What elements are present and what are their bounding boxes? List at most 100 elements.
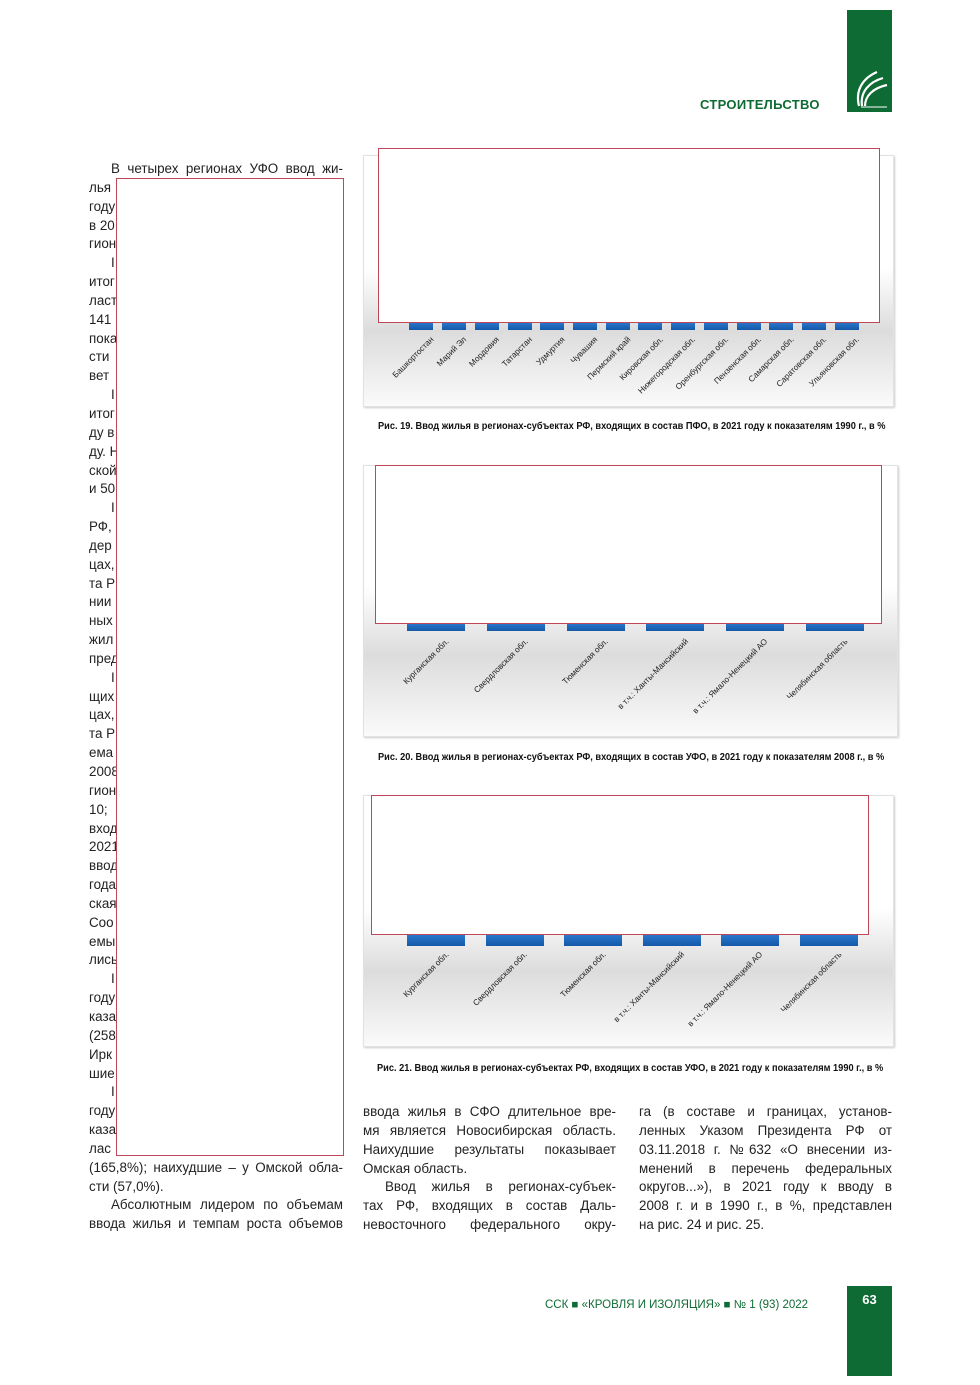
text-line: ская	[89, 895, 117, 911]
chart-bar	[485, 934, 544, 946]
text-line: ввода жилья в СФО длительное вре-	[363, 1104, 616, 1119]
chart-bar	[801, 322, 826, 330]
text-line: пока	[89, 330, 118, 346]
chart-bar	[769, 322, 794, 330]
text-line: цах,	[89, 556, 115, 572]
text-line: та Р	[89, 575, 116, 591]
figure-20-caption: Рис. 20. Ввод жилья в регионах-субъектах…	[378, 751, 885, 763]
text-line: га (в составе и границах, установ-	[639, 1104, 892, 1119]
text-line: мя является Новосибирская область.	[363, 1122, 616, 1138]
figure-19-caption: Рис. 19. Ввод жилья в регионах-субъектах…	[378, 420, 886, 432]
text-line: ду в	[89, 424, 115, 440]
chart-bar	[638, 322, 663, 330]
text-line: итог	[89, 405, 115, 421]
text-line: в 20	[89, 217, 115, 233]
x-tick-label: Курганская обл.	[401, 950, 451, 999]
chart-bar	[605, 322, 630, 330]
text-line: шие	[89, 1065, 115, 1081]
figure-21-bars: Курганская обл. Свердловская обл. Тюменска…	[363, 795, 892, 1045]
chart-bar	[799, 934, 858, 946]
text-line: вход	[89, 820, 118, 836]
text-line: 2008 г. и в 1990 г., в %, представлен	[639, 1198, 892, 1214]
chart-bar	[564, 934, 623, 946]
text-line: итог	[89, 274, 115, 290]
text-line: РФ,	[89, 519, 112, 535]
x-tick-label: в т.ч.: Ямало-Ненецкий АО	[686, 950, 765, 1029]
text-line: Ввод жилья в регионах-субъек-	[385, 1179, 616, 1195]
text-line: невосточного федерального окру-	[363, 1217, 616, 1233]
text-line: Ирк	[89, 1046, 112, 1062]
x-tick-label: Курганская обл.	[401, 637, 451, 686]
chart-bar	[834, 322, 859, 330]
text-line: пред	[89, 650, 119, 666]
chart-bar	[703, 322, 728, 330]
text-line: (258	[89, 1027, 116, 1043]
text-line: I	[111, 669, 115, 685]
text-line: Абсолютным лидером по объемам	[111, 1197, 343, 1213]
chart-bar	[409, 322, 434, 330]
text-line: нии	[89, 594, 112, 610]
text-line: и 50	[89, 481, 116, 497]
x-tick-label: Тюменская обл.	[560, 637, 610, 687]
chart-bar	[572, 322, 597, 330]
text-line: лас	[89, 1140, 111, 1156]
text-line: жил	[89, 632, 114, 648]
text-line: каза	[89, 1122, 117, 1138]
text-line: ду. Н	[89, 443, 120, 459]
text-line: году	[89, 1103, 116, 1119]
redaction-box	[116, 178, 344, 1156]
chart-bar	[646, 623, 705, 631]
text-line: лись	[89, 952, 118, 968]
redaction-box	[371, 795, 869, 935]
text-line: Наихудшие результаты показывает	[363, 1141, 616, 1157]
chart-bar	[642, 934, 701, 946]
text-line: лья	[89, 179, 112, 195]
chart-bar	[507, 322, 532, 330]
right-text-column: га (в составе и границах, установ-ленных…	[639, 1103, 892, 1235]
text-line: ласт	[89, 292, 118, 308]
text-line: I	[111, 1084, 115, 1100]
text-line: вет	[89, 368, 110, 384]
text-line: 141	[89, 311, 112, 327]
chart-bar	[486, 623, 545, 631]
text-line: Омская область.	[363, 1160, 468, 1176]
x-tick-label: Марий Эл	[435, 335, 469, 369]
text-line: ленных Указом Президента РФ от	[639, 1122, 892, 1138]
page-number: 63	[862, 1292, 877, 1307]
text-line: ввода жилья и темпам роста объемов	[89, 1216, 343, 1232]
x-tick-label: Удмуртия	[534, 335, 567, 367]
section-title: СТРОИТЕЛЬСТВО	[700, 97, 820, 112]
text-line: I	[111, 255, 115, 271]
chart-bar	[806, 623, 865, 631]
text-line: ввод	[89, 858, 119, 874]
text-line: году	[89, 990, 116, 1006]
text-line: тах РФ, входящих в состав Даль-	[363, 1198, 616, 1214]
page-number-block: 63	[847, 1286, 892, 1376]
x-tick-label: в т.ч.: Ямало-Ненецкий АО	[691, 637, 770, 716]
chart-bar	[540, 322, 565, 330]
figure-19-bars: Башкортостан Марий Эл Мордовия Татарстан Удм…	[363, 155, 892, 405]
text-line: ской	[89, 462, 117, 478]
x-tick-label: Свердловская обл.	[472, 637, 531, 695]
x-tick-label: Башкортостан	[391, 335, 436, 380]
left-text-column: В четырех регионах УФО ввод жи-лья году в …	[89, 160, 343, 1234]
x-tick-label: Чувашия	[568, 335, 600, 366]
text-line: менений в перечень федеральных	[639, 1160, 892, 1176]
x-tick-label: Челябинская область	[784, 637, 850, 702]
chart-bar	[566, 623, 625, 631]
text-line: 10;	[89, 801, 108, 817]
footer-journal-info: ССК ■ «КРОВЛЯ И ИЗОЛЯЦИЯ» ■ № 1 (93) 202…	[545, 1299, 809, 1311]
text-line: I	[111, 500, 115, 516]
text-line: 2021	[89, 839, 119, 855]
text-line: сти (57,0%).	[89, 1178, 164, 1194]
text-line: 2008	[89, 764, 119, 779]
text-line: щих	[89, 688, 115, 704]
figure-21-caption: Рис. 21. Ввод жилья в регионах-субъектах…	[377, 1062, 884, 1074]
x-tick-label: Мордовия	[467, 335, 502, 369]
text-line: 03.11.2018 г. №632 «О внесении из-	[639, 1141, 892, 1157]
text-line: дер	[89, 537, 112, 553]
text-line: Соо	[89, 914, 114, 930]
text-line: округов...»), в 2021 году к вводу в	[639, 1179, 892, 1195]
x-tick-label: Челябинская область	[778, 950, 844, 1015]
logo-block	[847, 10, 892, 112]
